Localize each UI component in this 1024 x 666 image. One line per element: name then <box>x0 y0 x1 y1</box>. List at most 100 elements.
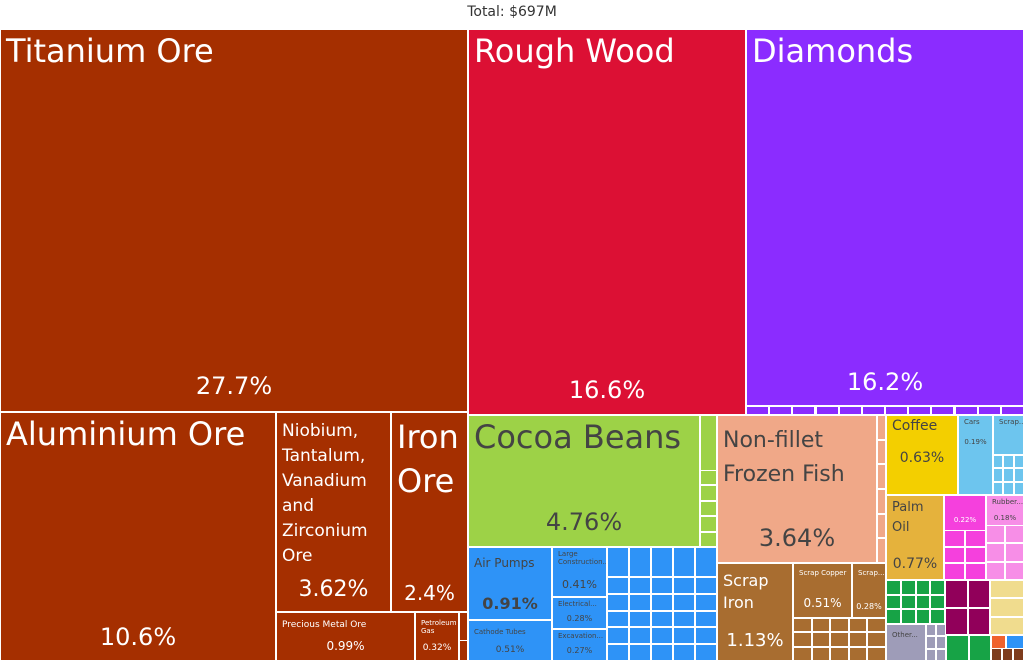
treemap-cell-minor-product <box>673 577 695 594</box>
treemap-cell-iron-ore: Iron Ore 2.4% <box>391 412 468 612</box>
treemap-cell-minor-product <box>651 627 673 645</box>
treemap-cell-label: Rubber... <box>992 498 1024 506</box>
treemap-cell-minor-product <box>746 406 770 415</box>
treemap-cell-minor-product <box>700 470 717 486</box>
treemap-cell-minor-product <box>990 598 1024 617</box>
treemap-cell-minor-product <box>792 406 816 415</box>
treemap-cell-label: Iron Ore <box>397 418 459 500</box>
treemap-cell-minor-product <box>885 406 909 415</box>
treemap-cell-minor-product <box>877 415 886 440</box>
treemap-cell-minor-product <box>607 644 629 661</box>
treemap-cell-scrap-iron: Scrap Iron 1.13% <box>717 563 793 661</box>
treemap-cell-minor-product <box>930 609 945 624</box>
treemap-cell-minor-product <box>936 624 946 637</box>
treemap-cell-minor-product <box>700 531 717 547</box>
treemap-cell-minor-product <box>838 406 862 415</box>
treemap-cell-label: Scrap... <box>858 569 885 577</box>
treemap-cell-electrical: Electrical... 0.28% <box>552 597 607 629</box>
treemap-cell-minor-product <box>1005 525 1024 544</box>
treemap-cell-minor-product <box>607 593 629 611</box>
treemap-cell-minor-product <box>1005 543 1024 562</box>
treemap-cell-minor-product <box>965 530 986 547</box>
chart-title: Total: $697M <box>467 4 557 20</box>
treemap-cell-minor-product <box>877 439 886 465</box>
treemap-cell-minor-product <box>945 607 968 635</box>
treemap-cell-minor-product <box>986 525 1005 544</box>
treemap-cell-non-fillet-frozen-fish: Non-fillet Frozen Fish 3.64% <box>717 415 877 563</box>
treemap-cell-percent: 4.76% <box>545 508 623 536</box>
treemap-cell-minor-product <box>877 513 886 539</box>
treemap-cell-percent: 0.51% <box>803 596 842 610</box>
treemap-cell-minor-product <box>993 455 1004 469</box>
treemap-cell-percent: 0.18% <box>993 514 1017 522</box>
treemap-cell-percent: 16.6% <box>568 376 646 404</box>
treemap-cell-precious-metal-ore: Precious Metal Ore 0.99% <box>276 612 415 661</box>
treemap-cell-minor-product <box>944 530 965 547</box>
treemap-cell-label: Cars <box>964 418 980 426</box>
treemap-cell-minor-product <box>993 468 1004 482</box>
treemap-cell-minor-product <box>700 500 717 517</box>
treemap-cell-minor-product <box>1013 481 1024 495</box>
treemap-cell-minor-product <box>651 577 673 594</box>
treemap-cell-percent: 0.22% <box>953 516 977 524</box>
treemap-cell-percent: 10.6% <box>99 623 177 651</box>
treemap-cell-minor-product <box>900 594 916 610</box>
treemap-cell-minor-product <box>629 610 651 628</box>
treemap-cell-aluminium-ore: Aluminium Ore 10.6% <box>0 412 276 661</box>
treemap-cell-minor-product <box>990 616 1024 635</box>
treemap-cell-minor-product <box>931 406 955 415</box>
treemap-cell-minor-product <box>915 609 931 624</box>
treemap-cell-minor-product <box>607 547 629 577</box>
treemap-cell-minor-product <box>877 489 886 514</box>
treemap-cell-percent: 0.32% <box>422 643 452 653</box>
treemap-cell-cocoa-beans: Cocoa Beans 4.76% <box>468 415 700 547</box>
treemap-cell-label: Diamonds <box>752 32 914 70</box>
treemap-cell-percent: 0.28% <box>856 602 882 611</box>
treemap-cell-minor-product <box>830 618 849 633</box>
treemap-cell-minor-product <box>1002 648 1013 661</box>
treemap-cell-niobium-tantalum-vanadium-and-zirconium-ore: Niobium, Tantalum, Vanadium and Zirconiu… <box>276 412 391 612</box>
treemap-cell-label: Titanium Ore <box>6 32 214 70</box>
treemap-cell-label: Other... <box>892 631 918 639</box>
treemap-cell-minor-product <box>815 406 839 415</box>
treemap-cell-minor-product <box>695 577 717 594</box>
treemap-cell-other: Other... <box>886 624 926 661</box>
treemap-cell-label: Palm Oil <box>892 500 924 535</box>
treemap-cell-minor-product <box>673 644 695 661</box>
treemap-cell-minor-product <box>629 547 651 577</box>
treemap-cell-percent: 3.64% <box>758 524 836 552</box>
treemap-cell-minor-product <box>848 632 868 647</box>
treemap-cell-minor-product <box>459 640 468 661</box>
treemap-cell-minor-product <box>991 648 1002 661</box>
treemap-cell-label: Scrap Iron <box>723 571 769 612</box>
treemap-cell-minor-product <box>990 580 1024 599</box>
treemap-cell-minor-product <box>986 543 1005 562</box>
treemap-cell-label: Large Construction... <box>558 550 607 567</box>
treemap-cell-minor-product <box>793 646 812 661</box>
treemap-cell-palm-oil: Palm Oil 0.77% <box>886 495 944 580</box>
treemap-cell-minor-product <box>695 627 717 645</box>
treemap-cell-label: Niobium, Tantalum, Vanadium and Zirconiu… <box>282 421 368 566</box>
treemap-cell-minor-product <box>1000 406 1024 415</box>
treemap-cell-minor-product <box>877 538 886 563</box>
treemap-cell-minor-product <box>945 580 968 608</box>
treemap-cell-minor-product <box>926 624 936 637</box>
treemap-cell-minor-product <box>629 577 651 594</box>
treemap-cell-minor-product <box>695 644 717 661</box>
treemap-cell-minor-product <box>629 644 651 661</box>
treemap-cell-minor-product <box>967 607 990 635</box>
treemap-cell-minor-product <box>673 547 695 577</box>
treemap-cell-scrap: Scrap... <box>993 415 1024 455</box>
treemap-cell-minor-product <box>944 563 965 580</box>
treemap-cell-minor-product <box>993 481 1004 495</box>
treemap-cell-minor-product <box>900 580 916 595</box>
treemap-cell-minor-product <box>886 580 901 595</box>
treemap-cell-minor-product <box>936 636 946 649</box>
treemap-cell-minor-product <box>793 632 812 647</box>
treemap-cell-minor-product <box>700 516 717 532</box>
treemap-cell-minor-product <box>968 635 991 661</box>
treemap-cell-minor-product <box>930 594 945 610</box>
treemap-cell-minor-product <box>673 593 695 611</box>
treemap-cell-label: Scrap... <box>999 418 1024 426</box>
